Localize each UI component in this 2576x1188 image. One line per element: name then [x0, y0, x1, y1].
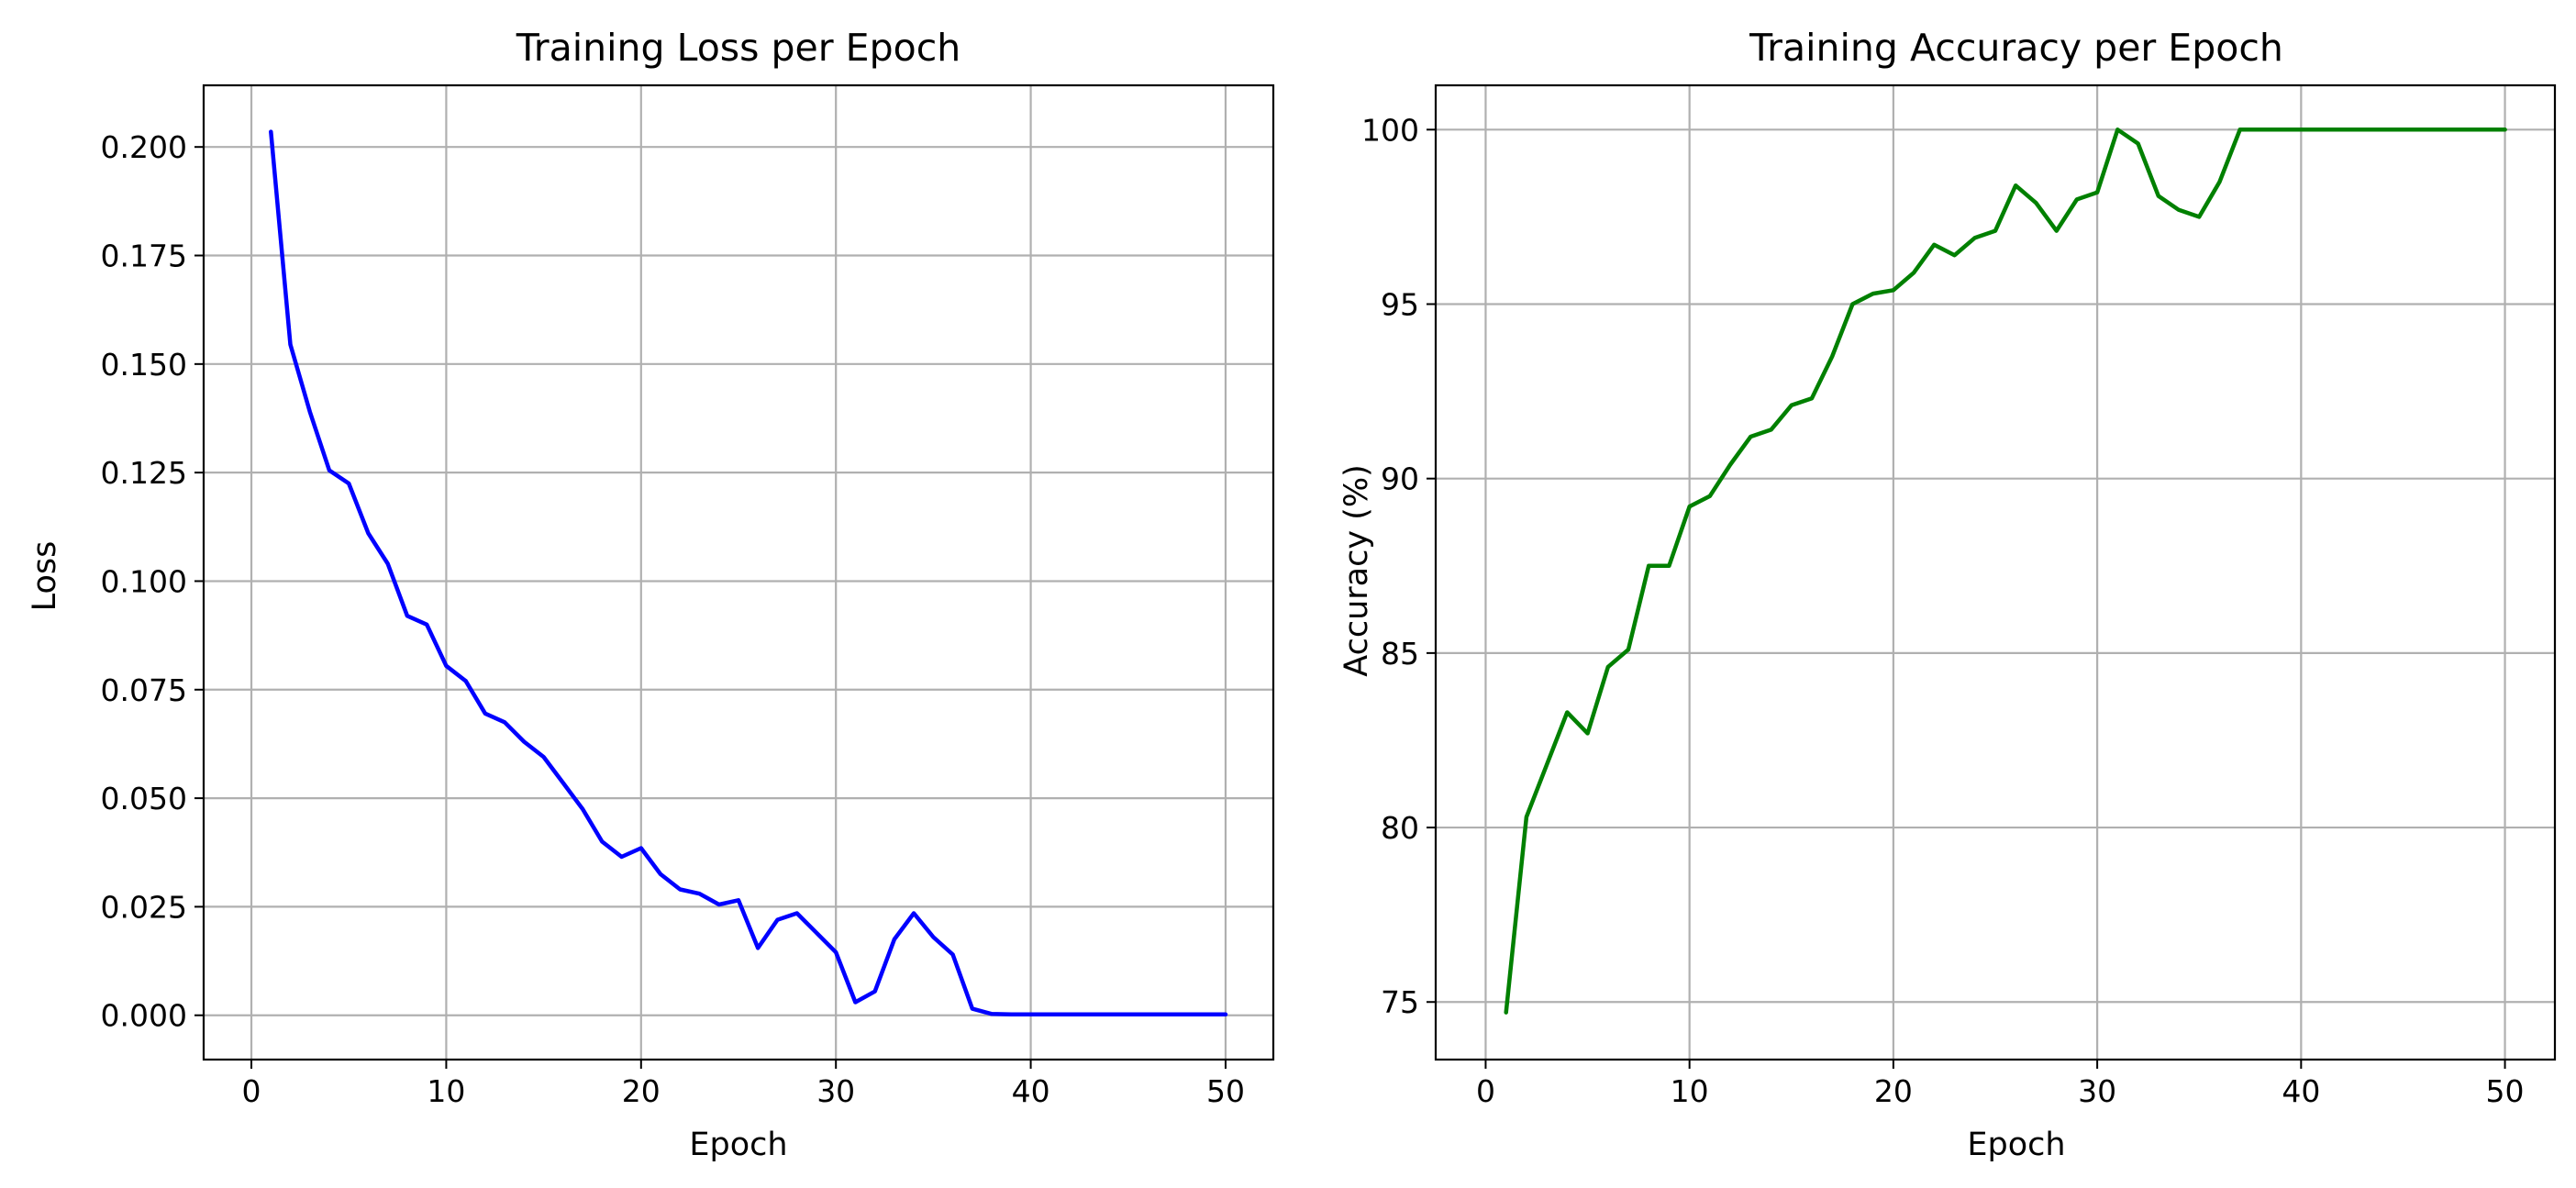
accuracy-chart-x-tick-label: 50 [2486, 1073, 2525, 1109]
loss-chart-y-tick-label: 0.200 [101, 129, 187, 165]
accuracy-chart-series-line [1504, 128, 2507, 1015]
accuracy-chart-y-tick-label: 100 [1361, 112, 1419, 148]
accuracy-chart-x-tick-label: 0 [1476, 1073, 1495, 1109]
loss-chart: Training Loss per Epoch 0 10 20 30 40 50 0.000… [27, 26, 1275, 1163]
accuracy-chart-y-tick-label: 80 [1381, 810, 1419, 846]
accuracy-chart-x-tick-label: 10 [1671, 1073, 1709, 1109]
accuracy-chart-x-axis-label: Epoch [1967, 1127, 2065, 1163]
loss-chart-series-line [269, 129, 1228, 1017]
loss-chart-x-tick-label: 0 [242, 1073, 261, 1109]
loss-chart-x-tick-label: 40 [1012, 1073, 1050, 1109]
loss-chart-x-tick-label: 10 [427, 1073, 465, 1109]
accuracy-chart-y-tick-label: 85 [1381, 636, 1419, 672]
loss-chart-x-tick-label: 30 [816, 1073, 855, 1109]
accuracy-chart-x-tick-label: 30 [2078, 1073, 2116, 1109]
accuracy-chart-y-tick-label: 95 [1381, 286, 1419, 322]
accuracy-chart-ticks: 0 10 20 30 40 50 75 80 85 90 95 100 [1361, 112, 2525, 1109]
loss-chart-y-tick-label: 0.125 [101, 455, 187, 491]
loss-chart-y-tick-label: 0.050 [101, 781, 187, 816]
loss-chart-title: Training Loss per Epoch [516, 26, 960, 70]
accuracy-chart-title: Training Accuracy per Epoch [1749, 26, 2283, 70]
accuracy-chart-x-tick-label: 20 [1874, 1073, 1913, 1109]
loss-chart-x-axis-label: Epoch [689, 1127, 787, 1163]
loss-chart-y-tick-label: 0.075 [101, 672, 187, 708]
loss-chart-grid [204, 85, 1273, 1060]
loss-chart-y-tick-label: 0.100 [101, 563, 187, 599]
accuracy-chart-y-tick-label: 90 [1381, 461, 1419, 497]
loss-chart-y-tick-label: 0.175 [101, 239, 187, 274]
accuracy-chart-y-axis-label: Accuracy (%) [1338, 464, 1375, 676]
loss-chart-y-tick-label: 0.025 [101, 889, 187, 925]
accuracy-chart-y-tick-label: 75 [1381, 984, 1419, 1020]
accuracy-chart-x-tick-label: 40 [2282, 1073, 2320, 1109]
accuracy-chart: Training Accuracy per Epoch 0 10 20 30 40 50 7… [1338, 26, 2557, 1163]
loss-chart-ticks: 0 10 20 30 40 50 0.000 0.025 0.050 0.075 0.100 0.12… [101, 129, 1245, 1109]
loss-chart-x-tick-label: 50 [1206, 1073, 1245, 1109]
loss-chart-y-tick-label: 0.000 [101, 998, 187, 1034]
accuracy-chart-series [1504, 128, 2507, 1015]
loss-chart-frame [202, 83, 1275, 1061]
loss-chart-y-axis-label: Loss [27, 541, 63, 612]
loss-chart-series [269, 129, 1228, 1017]
loss-chart-x-tick-label: 20 [622, 1073, 661, 1109]
accuracy-chart-frame [1434, 83, 2557, 1061]
loss-chart-y-tick-label: 0.150 [101, 347, 187, 383]
